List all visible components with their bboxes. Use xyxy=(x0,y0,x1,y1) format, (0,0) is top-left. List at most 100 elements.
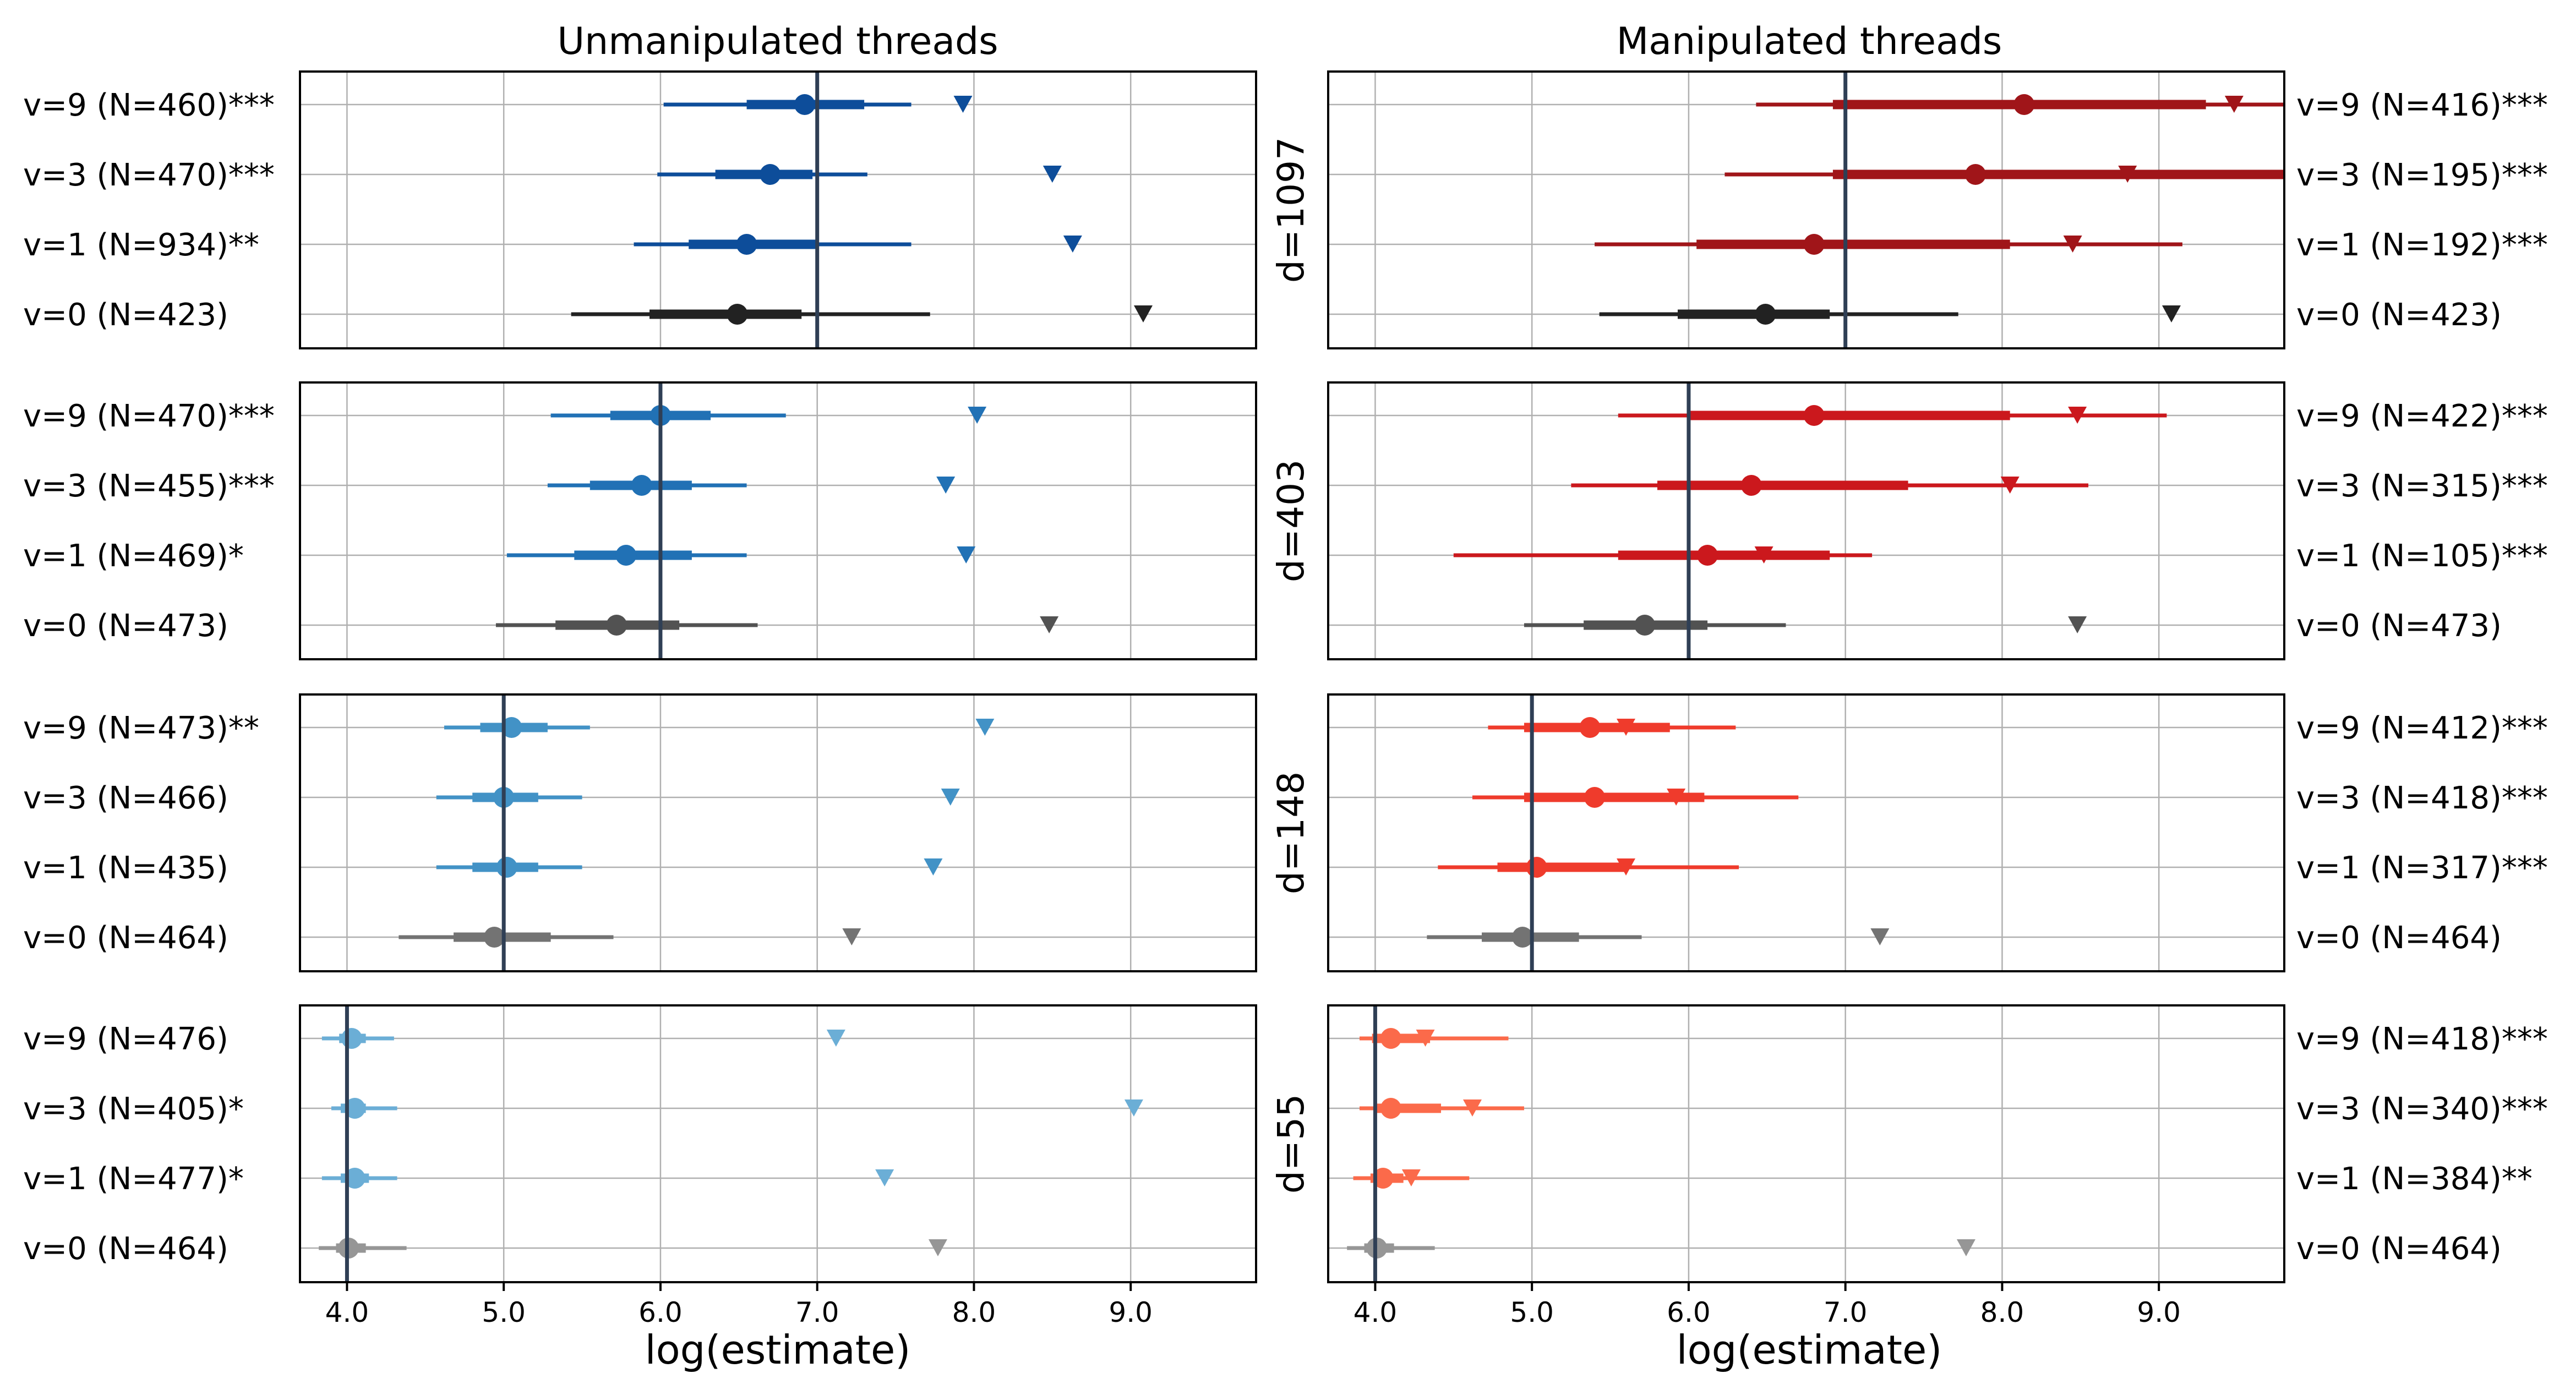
mean-point xyxy=(615,545,637,566)
mean-point xyxy=(794,94,815,115)
triangle-marker xyxy=(875,1169,894,1186)
panel-frame xyxy=(299,381,1257,660)
x-tick-label: 9.0 xyxy=(2137,1296,2181,1328)
panel-frame xyxy=(1327,1004,2285,1283)
triangle-marker xyxy=(936,477,956,494)
row-label: v=0 (N=464) xyxy=(2296,1231,2502,1267)
triangle-marker xyxy=(842,928,861,945)
right-column-title: Manipulated threads xyxy=(1617,20,2002,63)
triangle-marker xyxy=(2063,236,2082,253)
row-label: v=3 (N=315)*** xyxy=(2296,468,2548,504)
x-tick-label: 7.0 xyxy=(795,1296,839,1328)
row-label: v=3 (N=195)*** xyxy=(2296,157,2548,193)
triangle-marker xyxy=(2068,616,2087,633)
triangle-marker xyxy=(953,96,973,113)
mean-point xyxy=(1634,615,1656,636)
mean-point xyxy=(1584,787,1606,808)
plot-area: v=9 (N=460)*** v=3 (N=470)*** v=1 (N=934)*… xyxy=(23,70,2548,1328)
row-label: v=0 (N=464) xyxy=(2296,920,2502,956)
panel-frame xyxy=(299,1004,1257,1283)
triangle-marker xyxy=(957,546,976,564)
row-label: v=9 (N=470)*** xyxy=(23,398,275,434)
x-tick-label: 8.0 xyxy=(1980,1296,2024,1328)
triangle-marker xyxy=(1956,1239,1975,1256)
triangle-marker xyxy=(1043,166,1062,183)
triangle-marker xyxy=(1870,928,1890,945)
x-tick-label: 4.0 xyxy=(1354,1296,1398,1328)
left-column-title: Unmanipulated threads xyxy=(557,20,998,63)
row-label: v=1 (N=105)*** xyxy=(2296,538,2548,574)
mean-point xyxy=(1526,857,1547,878)
mean-point xyxy=(736,234,757,255)
row-label: v=9 (N=422)*** xyxy=(2296,398,2548,434)
triangle-marker xyxy=(2000,477,2020,494)
panel-d=403-manipulated: v=9 (N=422)*** v=3 (N=315)*** v=1 (N=105)*… xyxy=(1327,381,2548,660)
row-label: v=3 (N=470)*** xyxy=(23,157,275,193)
triangle-marker xyxy=(928,1239,947,1256)
triangle-marker xyxy=(826,1030,845,1047)
panel-d-label: d=1097 xyxy=(1270,137,1312,283)
panel-d=1097-manipulated: v=9 (N=416)*** v=3 (N=195)*** v=1 (N=192)*… xyxy=(1327,70,2548,349)
triangle-marker xyxy=(2068,407,2087,424)
mean-point xyxy=(1380,1098,1401,1119)
mean-point xyxy=(1380,1028,1401,1049)
row-label: v=3 (N=340)*** xyxy=(2296,1091,2548,1127)
row-label: v=1 (N=384)** xyxy=(2296,1161,2533,1197)
row-label: v=0 (N=473) xyxy=(23,608,228,644)
triangle-marker xyxy=(924,858,943,876)
row-label: v=9 (N=418)*** xyxy=(2296,1021,2548,1057)
mean-point xyxy=(501,717,522,738)
mean-point xyxy=(2013,94,2035,115)
panel-d=403-unmanipulated: v=9 (N=470)*** v=3 (N=455)*** v=1 (N=469)*… xyxy=(23,381,1257,660)
triangle-marker xyxy=(1754,546,1773,564)
panel-d=55-manipulated: v=9 (N=418)*** v=3 (N=340)*** v=1 (N=384)*… xyxy=(1327,1004,2548,1328)
mean-point xyxy=(606,615,627,636)
x-tick-label: 4.0 xyxy=(325,1296,369,1328)
triangle-marker xyxy=(1401,1169,1421,1186)
triangle-marker xyxy=(968,407,987,424)
row-label: v=0 (N=423) xyxy=(23,297,228,333)
mean-point xyxy=(344,1098,365,1119)
row-label: v=3 (N=466) xyxy=(23,780,228,816)
mean-point xyxy=(1803,234,1825,255)
row-label: v=9 (N=473)** xyxy=(23,710,259,746)
triangle-marker xyxy=(941,789,960,806)
row-label: v=9 (N=460)*** xyxy=(23,87,275,123)
triangle-marker xyxy=(1133,305,1153,322)
left-x-axis-label: log(estimate) xyxy=(645,1327,911,1373)
mean-point xyxy=(1965,164,1986,185)
mean-point xyxy=(631,475,652,496)
x-tick-label: 6.0 xyxy=(1667,1296,1711,1328)
row-label: v=3 (N=418)*** xyxy=(2296,780,2548,816)
row-label: v=3 (N=455)*** xyxy=(23,468,275,504)
panel-d-label: d=403 xyxy=(1270,459,1312,582)
mean-point xyxy=(484,927,505,948)
triangle-marker xyxy=(1462,1099,1482,1117)
row-label: v=1 (N=469)* xyxy=(23,538,244,574)
panel-frame xyxy=(1327,381,2285,660)
panel-d=148-unmanipulated: v=9 (N=473)** v=3 (N=466) v=1 (N=435) v=0 (… xyxy=(23,693,1257,972)
x-tick-label: 6.0 xyxy=(638,1296,683,1328)
x-tick-label: 7.0 xyxy=(1824,1296,1868,1328)
mean-point xyxy=(1512,927,1533,948)
triangle-marker xyxy=(1040,616,1059,633)
row-label: v=1 (N=435) xyxy=(23,850,228,886)
row-label: v=1 (N=477)* xyxy=(23,1161,244,1197)
panel-frame xyxy=(299,693,1257,972)
mean-point xyxy=(1740,475,1762,496)
x-tick-label: 8.0 xyxy=(952,1296,996,1328)
mean-point xyxy=(341,1028,362,1049)
row-label: v=9 (N=476) xyxy=(23,1021,228,1057)
panel-frame xyxy=(299,70,1257,349)
panel-frame xyxy=(1327,693,2285,972)
mean-point xyxy=(496,857,517,878)
row-label: v=1 (N=934)** xyxy=(23,227,259,263)
panel-d-label: d=148 xyxy=(1270,772,1312,894)
mean-point xyxy=(1579,717,1601,738)
row-label: v=1 (N=317)*** xyxy=(2296,850,2548,886)
right-x-axis-label: log(estimate) xyxy=(1677,1327,1942,1373)
triangle-marker xyxy=(2224,96,2244,113)
mean-point xyxy=(1755,304,1776,325)
mean-point xyxy=(760,164,781,185)
